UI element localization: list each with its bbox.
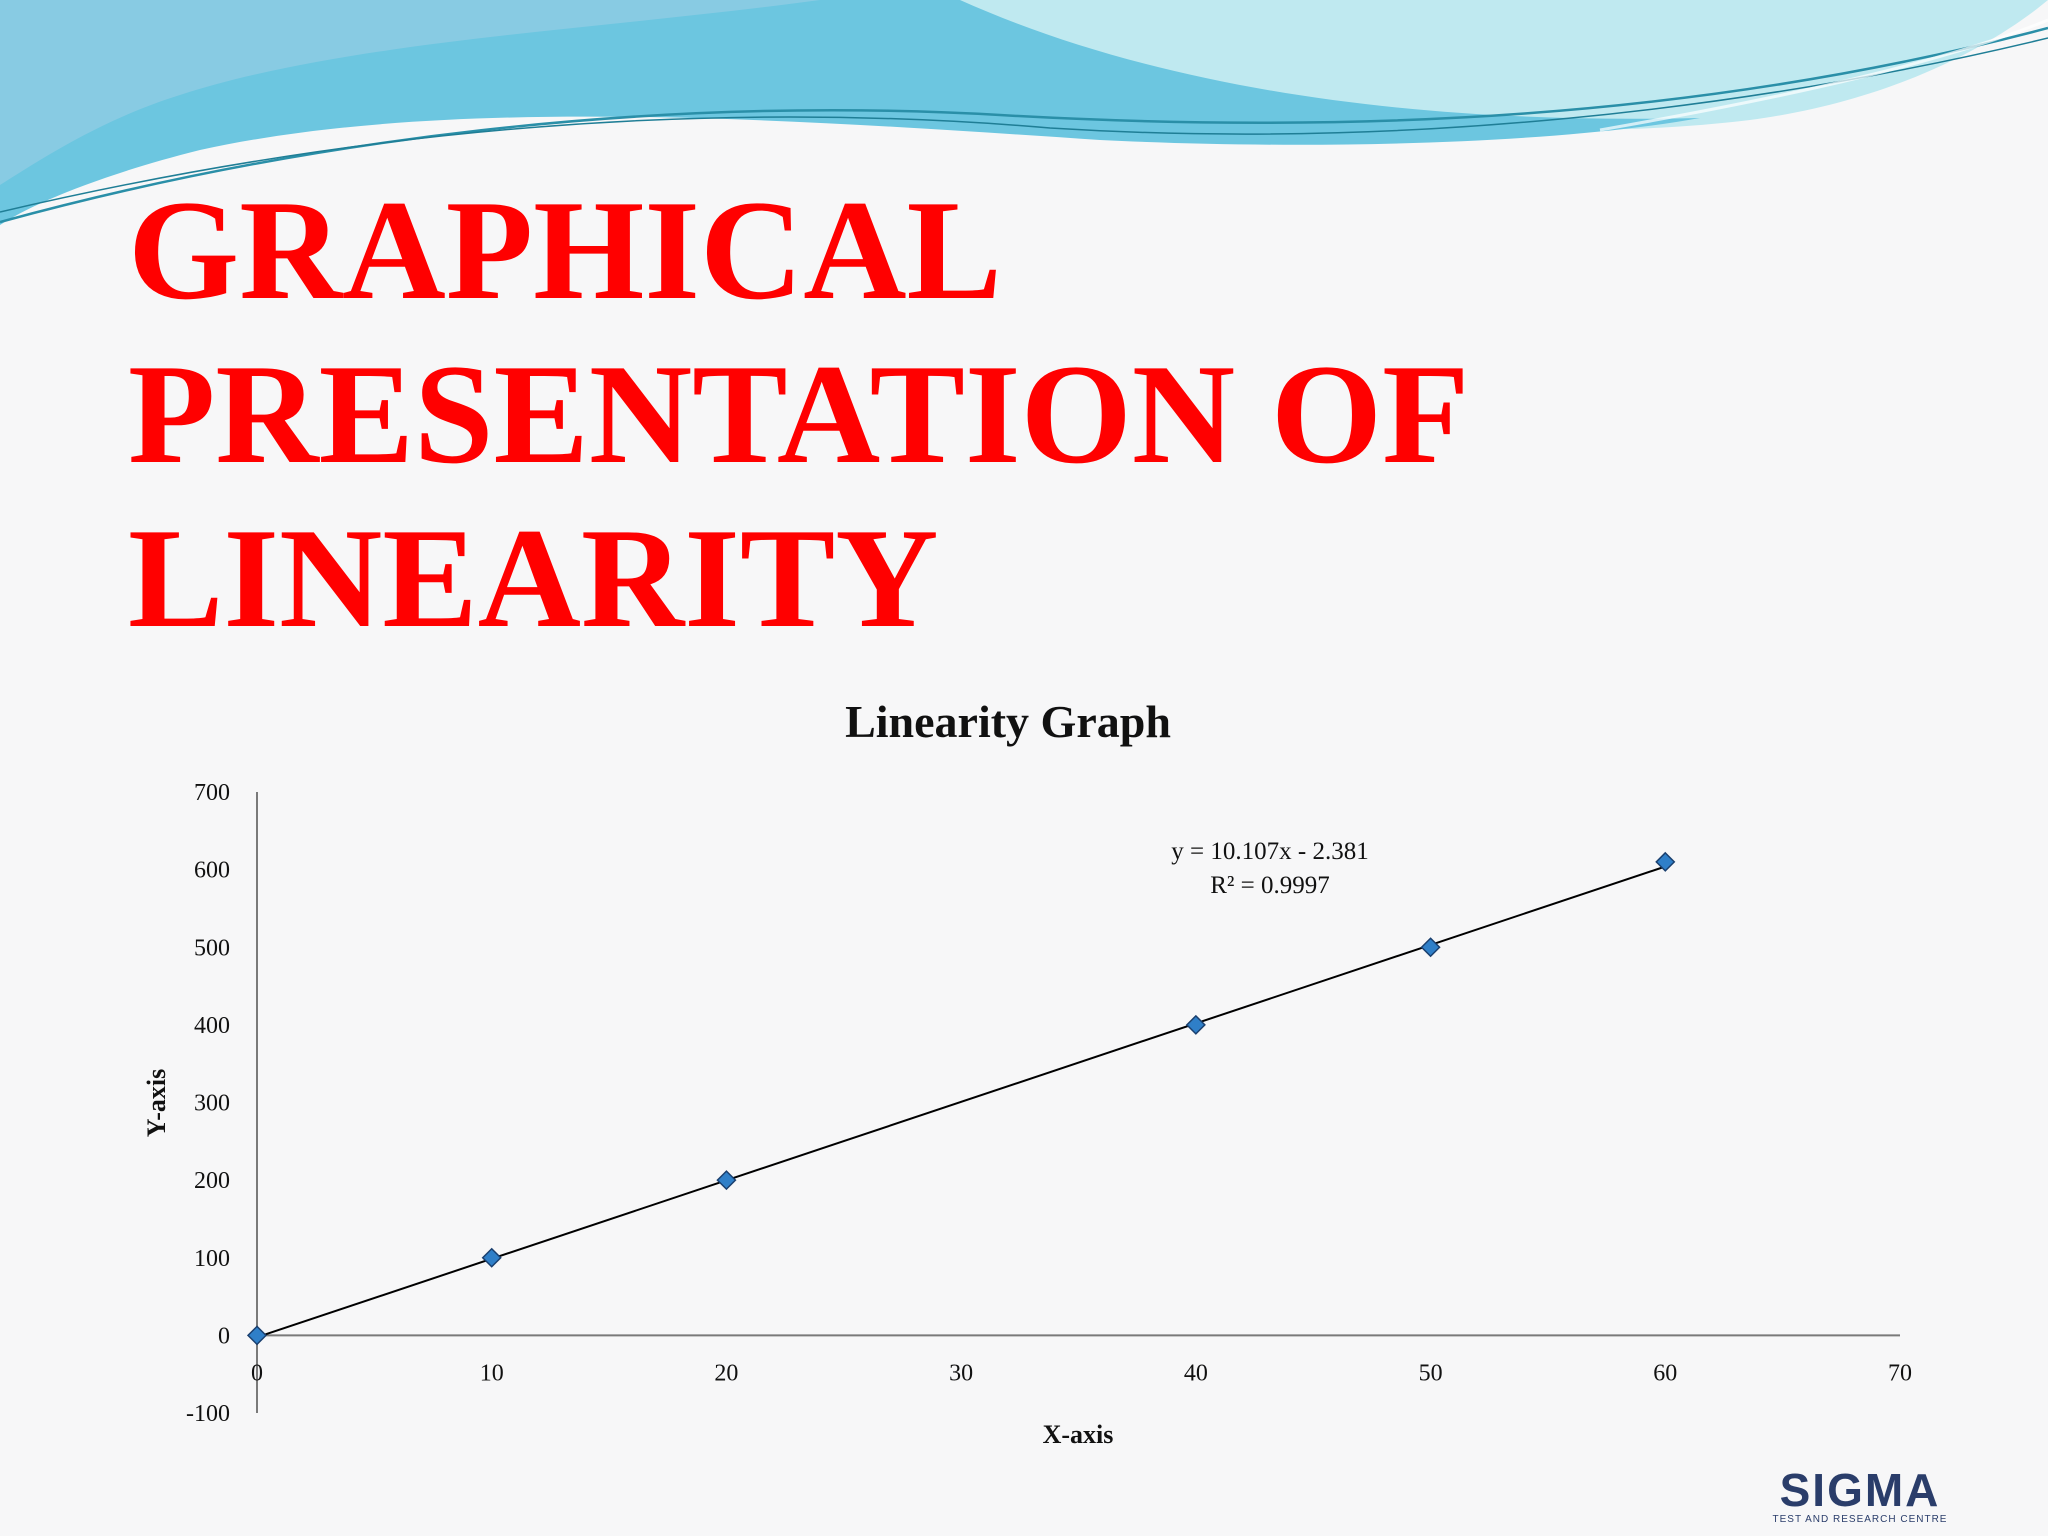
y-tick-label: 400 — [194, 1013, 230, 1039]
y-tick-label: 500 — [194, 935, 230, 961]
trendline-r-squared: R² = 0.9997 — [1210, 872, 1330, 899]
y-tick-label: 600 — [194, 858, 230, 884]
y-axis-label: Y-axis — [142, 1069, 171, 1137]
data-point — [481, 1247, 502, 1268]
x-tick-label: 60 — [1653, 1360, 1677, 1386]
wave-line-2 — [0, 37, 2048, 213]
y-tick-label: 700 — [194, 780, 230, 806]
x-tick-label: 20 — [714, 1360, 738, 1386]
x-tick-label: 50 — [1419, 1360, 1443, 1386]
wave-band-dark — [0, 0, 1700, 225]
x-axis-label: X-axis — [1043, 1420, 1114, 1449]
background-wave-decoration — [0, 0, 2048, 225]
trendline-equation: y = 10.107x - 2.381 — [1171, 838, 1368, 865]
y-tick-label: 100 — [194, 1246, 230, 1272]
x-tick-label: 0 — [251, 1360, 263, 1386]
y-tick-labels: -100 0 100 200 300 400 500 600 700 — [186, 780, 230, 1427]
x-tick-label: 10 — [480, 1360, 504, 1386]
wave-line-3 — [1599, 18, 2048, 132]
chart-axes — [256, 792, 1900, 1413]
wave-line-1 — [0, 26, 2048, 224]
slide-title-line-3: LINEARITY — [128, 499, 939, 657]
chart-title: Linearity Graph — [845, 696, 1171, 747]
wave-band-light — [900, 0, 2048, 130]
data-point — [1655, 851, 1676, 872]
logo-tagline: TEST AND RESEARCH CENTRE — [1773, 1514, 1948, 1525]
data-point — [1420, 937, 1441, 958]
data-points — [246, 851, 1676, 1346]
data-point — [246, 1325, 268, 1346]
data-point — [1185, 1014, 1206, 1035]
x-tick-label: 70 — [1888, 1360, 1912, 1386]
x-tick-label: 30 — [949, 1360, 973, 1386]
y-tick-label: 300 — [194, 1091, 230, 1117]
wave-band-top — [0, 0, 820, 185]
slide-title-line-2: PRESENTATION OF — [128, 335, 1470, 493]
slide-title: GRAPHICAL PRESENTATION OF LINEARITY — [128, 168, 1469, 660]
slide-title-line-1: GRAPHICAL — [128, 171, 1002, 329]
x-tick-label: 40 — [1184, 1360, 1208, 1386]
y-tick-label: -100 — [186, 1401, 230, 1427]
y-tick-label: 0 — [218, 1323, 230, 1349]
x-tick-labels: 0 10 20 30 40 50 60 70 — [251, 1360, 1912, 1386]
y-tick-label: 200 — [194, 1168, 230, 1194]
logo-wordmark: SIGMA — [1780, 1466, 1941, 1516]
data-point — [716, 1170, 737, 1191]
sigma-logo: SIGMA TEST AND RESEARCH CENTRE — [1773, 1466, 1948, 1525]
trendline — [256, 865, 1666, 1339]
